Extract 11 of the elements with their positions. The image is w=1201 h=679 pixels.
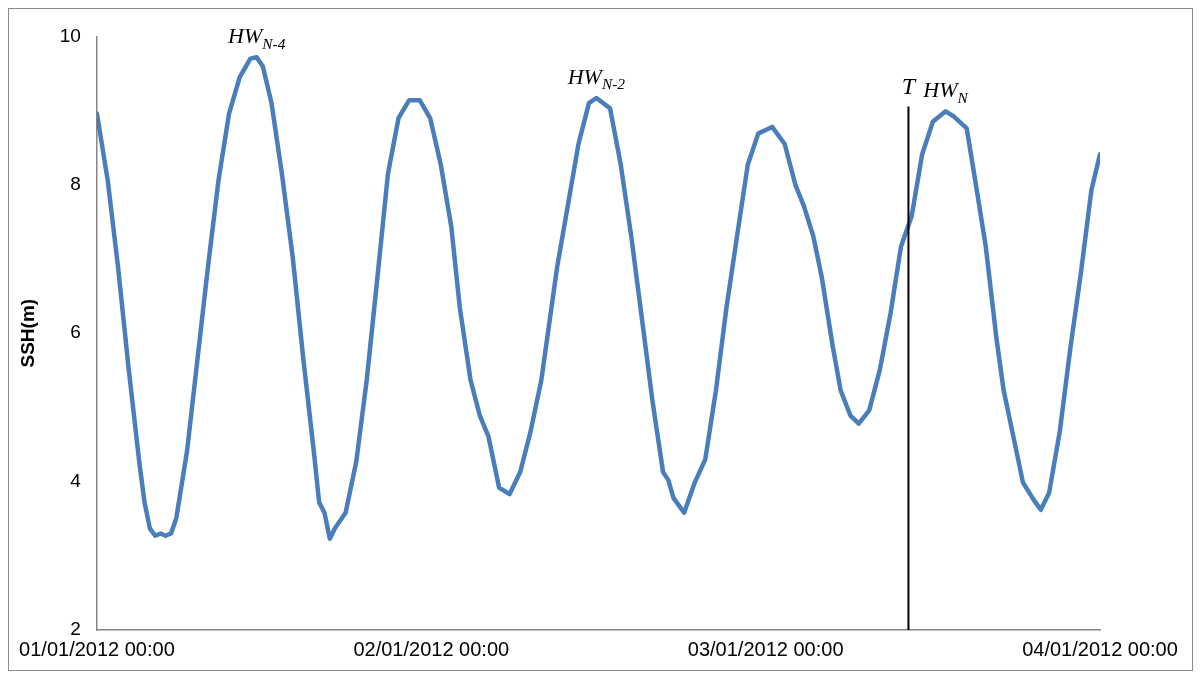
x-tick-label: 01/01/2012 00:00 [19, 637, 175, 660]
ref-line-label: T [901, 73, 917, 100]
y-tick-label: 8 [70, 173, 81, 195]
y-axis-title: SSH(m) [16, 298, 38, 368]
x-tick-label: 04/01/2012 00:00 [1022, 637, 1178, 660]
y-tick-label: 10 [59, 24, 81, 46]
x-tick-label: 02/01/2012 00:00 [353, 637, 510, 660]
y-tick-label: 4 [70, 469, 82, 491]
x-tick-label: 03/01/2012 00:00 [687, 637, 844, 660]
y-tick-label: 6 [70, 321, 81, 343]
y-tick-label: 2 [70, 618, 81, 640]
